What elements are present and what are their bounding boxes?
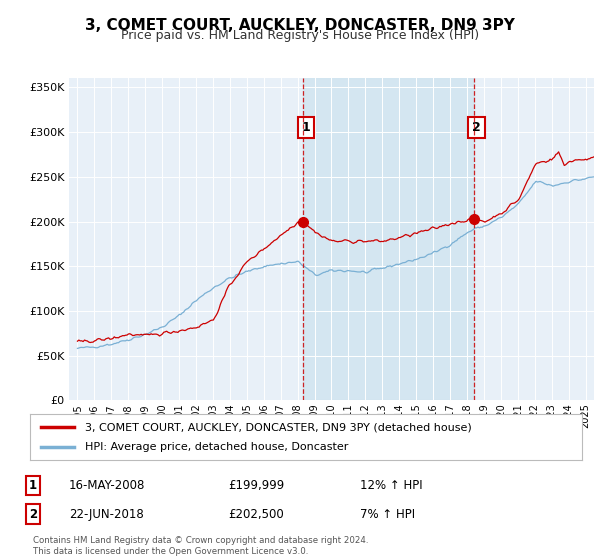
Text: Price paid vs. HM Land Registry's House Price Index (HPI): Price paid vs. HM Land Registry's House … <box>121 29 479 42</box>
Bar <box>303 78 474 400</box>
Text: 3, COMET COURT, AUCKLEY, DONCASTER, DN9 3PY (detached house): 3, COMET COURT, AUCKLEY, DONCASTER, DN9 … <box>85 422 472 432</box>
Text: Contains HM Land Registry data © Crown copyright and database right 2024.
This d: Contains HM Land Registry data © Crown c… <box>33 536 368 556</box>
Text: 22-JUN-2018: 22-JUN-2018 <box>69 507 144 521</box>
Text: £199,999: £199,999 <box>228 479 284 492</box>
Text: 16-MAY-2008: 16-MAY-2008 <box>69 479 145 492</box>
Text: 1: 1 <box>29 479 37 492</box>
Text: HPI: Average price, detached house, Doncaster: HPI: Average price, detached house, Donc… <box>85 442 349 452</box>
Text: 1: 1 <box>301 121 310 134</box>
Text: 3, COMET COURT, AUCKLEY, DONCASTER, DN9 3PY: 3, COMET COURT, AUCKLEY, DONCASTER, DN9 … <box>85 18 515 33</box>
Text: 2: 2 <box>29 507 37 521</box>
Text: 7% ↑ HPI: 7% ↑ HPI <box>360 507 415 521</box>
Text: 2: 2 <box>472 121 481 134</box>
Text: £202,500: £202,500 <box>228 507 284 521</box>
Text: 12% ↑ HPI: 12% ↑ HPI <box>360 479 422 492</box>
